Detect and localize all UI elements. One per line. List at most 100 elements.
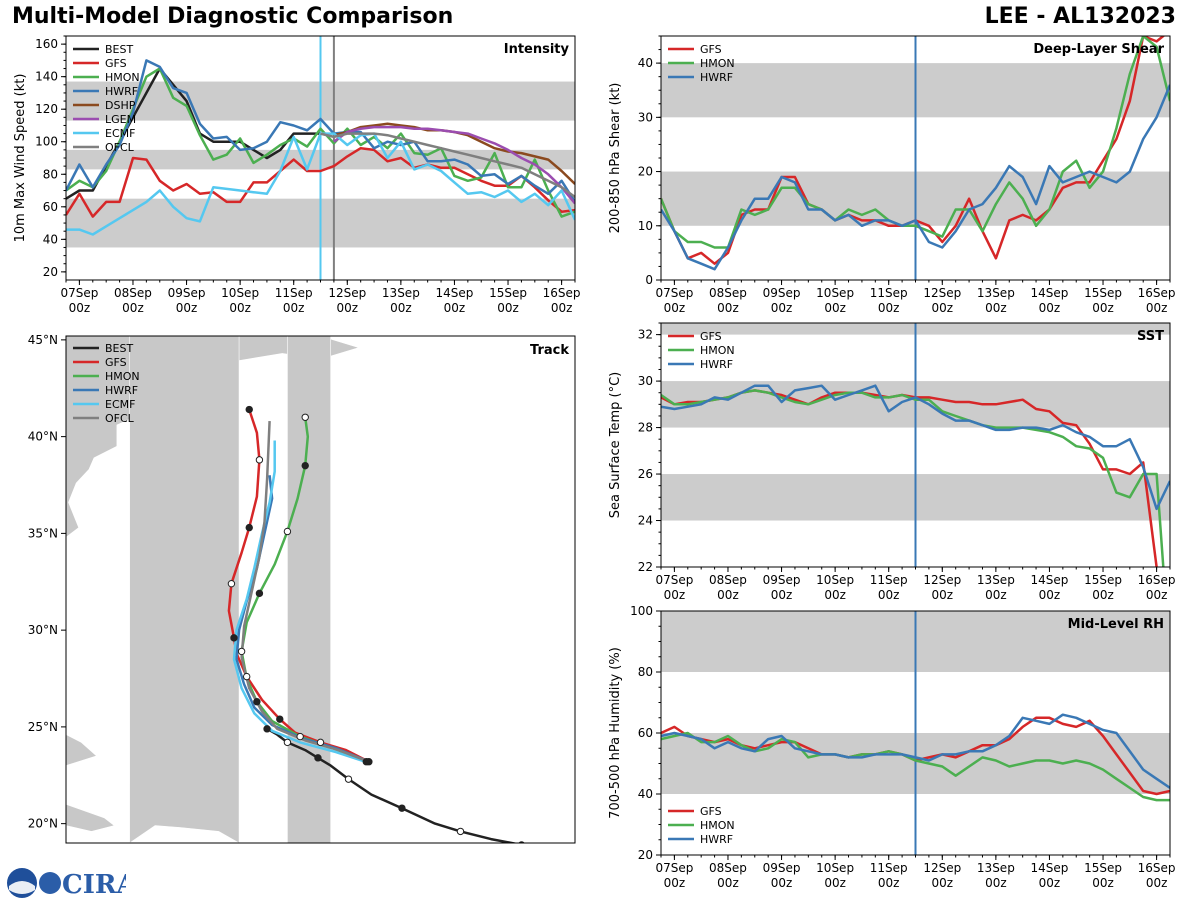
rh-legend-label: HWRF [700, 833, 733, 846]
track-series-hmon [240, 417, 367, 763]
track-lat-label: 35°N [28, 526, 58, 540]
rh-xtick-label: 12Sep [923, 861, 961, 875]
logo-text: CIRA [62, 870, 126, 900]
rh-xtick-label: 00z [932, 876, 954, 890]
intensity-xtick-label: 11Sep [275, 286, 313, 300]
intensity-ytick-label: 140 [35, 70, 58, 84]
shear-xtick-label: 00z [985, 301, 1007, 315]
intensity-legend-label: HWRF [105, 85, 138, 98]
intensity-legend-label: OFCL [105, 141, 135, 154]
sst-legend-label: HMON [700, 344, 735, 357]
sst-xtick-label: 10Sep [816, 573, 854, 587]
track-frame [65, 335, 576, 844]
rh-xtick-label: 11Sep [870, 861, 908, 875]
sst-xtick-label: 16Sep [1138, 573, 1176, 587]
shear-xtick-label: 00z [1039, 301, 1061, 315]
shear-xtick-label: 08Sep [709, 286, 747, 300]
rh-ytick-label: 20 [638, 848, 653, 862]
sst-xtick-label: 00z [771, 588, 793, 602]
shear-xtick-label: 00z [932, 301, 954, 315]
intensity-panel: 2040608010012014016007Sep00z08Sep00z09Se… [13, 35, 581, 315]
track-lat-label: 30°N [28, 623, 58, 637]
intensity-ytick-label: 20 [43, 265, 58, 279]
rh-ytick-label: 80 [638, 665, 653, 679]
track-marker [276, 715, 284, 723]
rh-xtick-label: 09Sep [763, 861, 801, 875]
track-marker [296, 732, 304, 741]
rh-panel: 2040608010007Sep00z08Sep00z09Sep00z10Sep… [608, 604, 1176, 890]
track-legend-label: GFS [105, 356, 127, 369]
shear-ytick-label: 0 [645, 273, 653, 287]
land-mass [66, 803, 116, 832]
track-marker [253, 698, 261, 706]
rh-series-hmon [661, 731, 1170, 802]
shear-xtick-label: 12Sep [923, 286, 961, 300]
sst-xtick-label: 08Sep [709, 573, 747, 587]
shear-xtick-label: 00z [1092, 301, 1114, 315]
sst-ytick-label: 24 [638, 514, 653, 528]
shear-ytick-label: 30 [638, 110, 653, 124]
rh-xtick-label: 00z [1146, 876, 1168, 890]
shear-xtick-label: 15Sep [1084, 286, 1122, 300]
rh-legend-label: GFS [700, 805, 722, 818]
rh-series-hwrf [661, 713, 1170, 789]
rh-xtick-label: 16Sep [1138, 861, 1176, 875]
page-title: Multi-Model Diagnostic Comparison [12, 4, 454, 29]
storm-id: LEE - AL132023 [984, 4, 1176, 29]
rh-xtick-label: 00z [985, 876, 1007, 890]
sst-xtick-label: 00z [1092, 588, 1114, 602]
intensity-series-group [66, 59, 575, 236]
land-mass [129, 336, 240, 843]
shear-ytick-label: 10 [638, 219, 653, 233]
track-legend-label: HWRF [105, 384, 138, 397]
shear-ylabel: 200-850 hPa Shear (kt) [608, 83, 623, 234]
sst-series-hmon [661, 389, 1165, 567]
track-marker [230, 634, 238, 642]
intensity-legend-label: HMON [105, 71, 140, 84]
rh-series-group [661, 713, 1170, 802]
intensity-xtick-label: 00z [122, 301, 144, 315]
rh-panel-label: Mid-Level RH [1068, 617, 1164, 632]
intensity-ytick-label: 80 [43, 167, 58, 181]
shear-xtick-label: 16Sep [1138, 286, 1176, 300]
intensity-xtick-label: 00z [497, 301, 519, 315]
track-marker [456, 827, 465, 836]
sst-legend-label: HWRF [700, 358, 733, 371]
sst-xtick-label: 00z [1039, 588, 1061, 602]
rh-xtick-label: 00z [824, 876, 846, 890]
track-legend-label: OFCL [105, 412, 135, 425]
rh-ytick-label: 40 [638, 787, 653, 801]
intensity-xtick-label: 09Sep [168, 286, 206, 300]
intensity-xtick-label: 12Sep [328, 286, 366, 300]
intensity-xtick-label: 00z [229, 301, 251, 315]
intensity-ylabel: 10m Max Wind Speed (kt) [13, 74, 28, 243]
intensity-legend-label: ECMF [105, 127, 135, 140]
shear-xtick-label: 00z [717, 301, 739, 315]
rh-xtick-label: 00z [1092, 876, 1114, 890]
intensity-xtick-label: 14Sep [436, 286, 474, 300]
shear-legend-label: HMON [700, 57, 735, 70]
sst-xtick-label: 15Sep [1084, 573, 1122, 587]
track-marker [314, 754, 322, 762]
intensity-ytick-label: 120 [35, 102, 58, 116]
intensity-series-lgem [333, 125, 575, 205]
intensity-xtick-label: 00z [176, 301, 198, 315]
track-marker [245, 405, 253, 414]
track-marker [316, 738, 325, 747]
intensity-xtick-label: 00z [444, 301, 466, 315]
sst-xtick-label: 07Sep [655, 573, 693, 587]
track-marker [255, 589, 264, 598]
shear-xtick-label: 13Sep [977, 286, 1015, 300]
shear-xtick-label: 09Sep [763, 286, 801, 300]
intensity-series-ofcl [320, 132, 575, 199]
shear-panel: 01020304007Sep00z08Sep00z09Sep00z10Sep00… [608, 35, 1176, 315]
intensity-xtick-label: 07Sep [60, 286, 98, 300]
intensity-xtick-label: 00z [69, 301, 91, 315]
intensity-xtick-label: 00z [551, 301, 573, 315]
track-series-ofcl [240, 421, 370, 763]
rh-xtick-label: 00z [664, 876, 686, 890]
sst-xtick-label: 00z [717, 588, 739, 602]
shear-xtick-label: 07Sep [655, 286, 693, 300]
shear-legend-label: HWRF [700, 71, 733, 84]
